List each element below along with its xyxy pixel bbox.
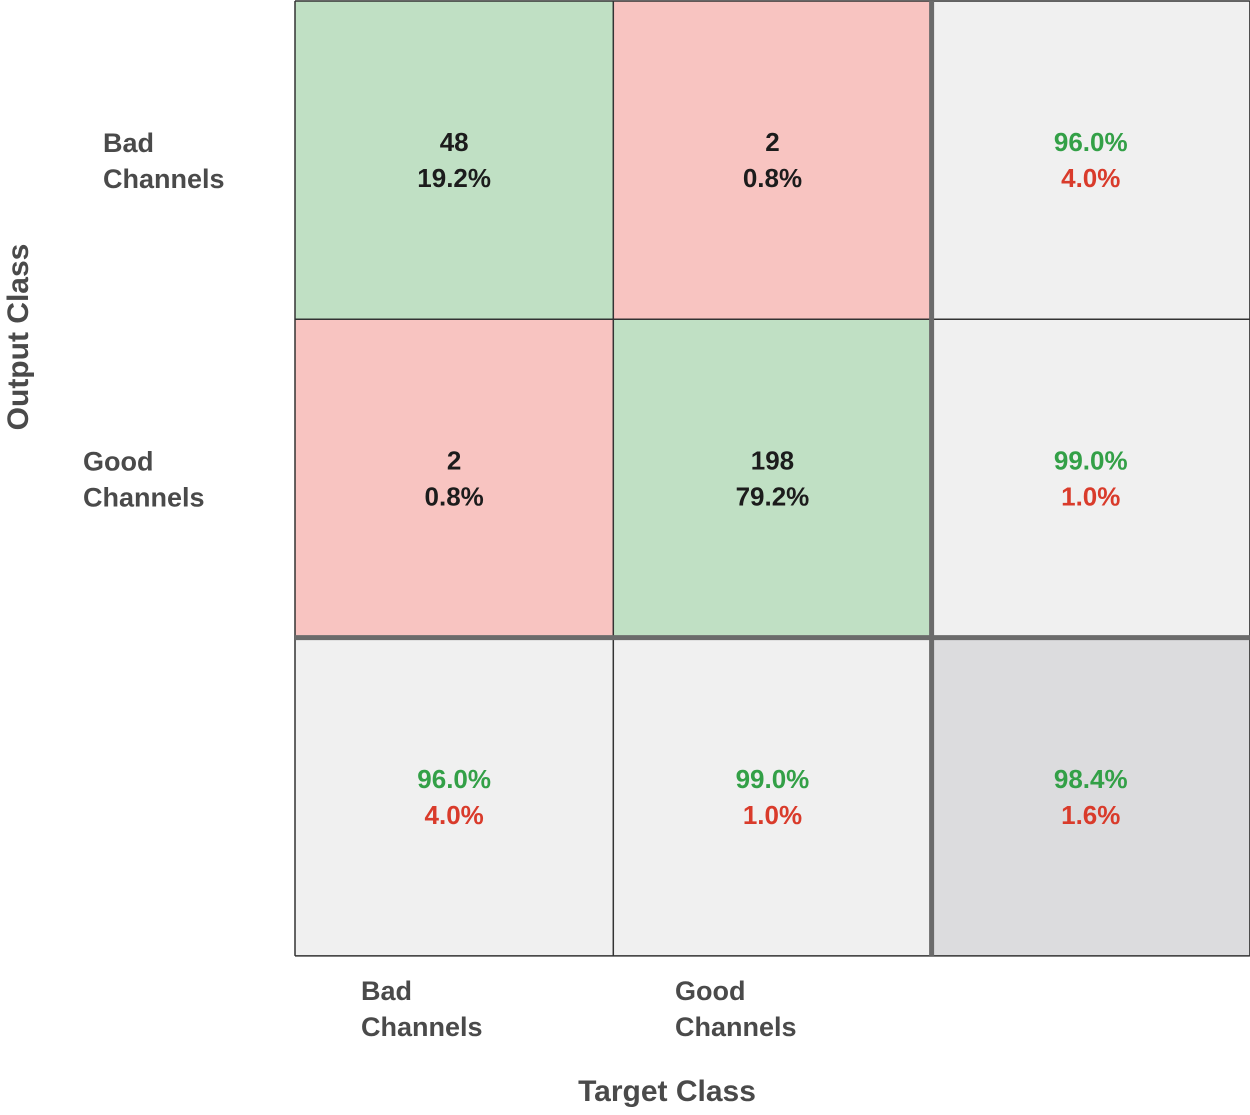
row-summary-correct-1: 99.0% <box>1054 445 1128 475</box>
row-summary-correct-0: 96.0% <box>1054 127 1128 157</box>
cell-text-layer: 48 19.2% 2 0.8% 2 0.8% 198 79.2% 96.0% 4.0% 99.0% 1… <box>417 127 1127 830</box>
column-class-label-0-line-0: Bad <box>361 976 412 1006</box>
column-class-label-1-line-1: Channels <box>675 1012 797 1042</box>
overall-incorrect: 1.6% <box>1061 800 1120 830</box>
cells-layer <box>295 1 1250 956</box>
row-class-label-0-line-0: Bad <box>103 128 154 158</box>
row-summary-incorrect-0: 4.0% <box>1061 163 1120 193</box>
cell-count-1-0: 2 <box>447 445 461 475</box>
axis-labels-layer: Bad Channels Good Channels Bad Channels Good Ch… <box>2 128 797 1108</box>
column-class-label-0-line-1: Channels <box>361 1012 483 1042</box>
matrix-cell-1-1 <box>613 319 932 638</box>
x-axis-title: Target Class <box>578 1075 756 1108</box>
y-axis-title: Output Class <box>2 244 35 431</box>
overall-accuracy-cell <box>931 637 1250 956</box>
row-summary-cell-1 <box>931 319 1250 638</box>
matrix-cell-0-1 <box>613 1 932 320</box>
column-summary-correct-1: 99.0% <box>736 764 810 794</box>
cell-percent-0-1: 0.8% <box>743 163 802 193</box>
row-class-label-1-line-1: Channels <box>83 482 205 512</box>
column-summary-cell-1 <box>613 637 932 956</box>
matrix-cell-0-0 <box>295 1 614 320</box>
cell-percent-0-0: 19.2% <box>417 163 491 193</box>
column-class-label-1-line-0: Good <box>675 976 745 1006</box>
overall-correct: 98.4% <box>1054 764 1128 794</box>
cell-percent-1-1: 79.2% <box>736 481 810 511</box>
cell-count-0-0: 48 <box>440 127 469 157</box>
row-class-label-1-line-0: Good <box>83 446 153 476</box>
column-summary-cell-0 <box>295 637 614 956</box>
matrix-cell-1-0 <box>295 319 614 638</box>
row-class-label-0-line-1: Channels <box>103 164 225 194</box>
column-summary-incorrect-0: 4.0% <box>425 800 484 830</box>
column-summary-incorrect-1: 1.0% <box>743 800 802 830</box>
cell-percent-1-0: 0.8% <box>425 481 484 511</box>
column-summary-correct-0: 96.0% <box>417 764 491 794</box>
row-summary-incorrect-1: 1.0% <box>1061 481 1120 511</box>
cell-count-1-1: 198 <box>751 445 794 475</box>
cell-count-0-1: 2 <box>765 127 779 157</box>
row-summary-cell-0 <box>931 1 1250 320</box>
